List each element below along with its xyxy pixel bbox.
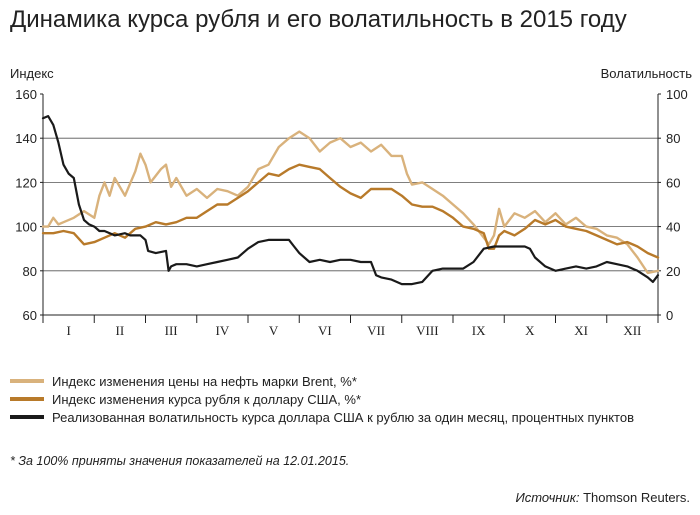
right-tick-label: 0 (666, 308, 673, 323)
left-axis-label: Индекс (10, 66, 54, 81)
legend-swatch-brent (10, 379, 44, 383)
legend-label-brent: Индекс изменения цены на нефть марки Bre… (52, 373, 357, 389)
footnote: * За 100% приняты значения показателей н… (10, 454, 350, 468)
month-label: I (66, 323, 70, 338)
right-axis-ticks: 0 20 40 60 80 100 (666, 87, 688, 323)
right-axis-label: Волатильность (600, 66, 692, 81)
chart-title: Динамика курса рубля и его волатильность… (10, 6, 627, 33)
right-tick-label: 100 (666, 87, 688, 102)
right-tick-label: 80 (666, 131, 680, 146)
month-label: V (269, 323, 279, 338)
series-line-2 (41, 115, 660, 286)
legend-item-rub-usd: Индекс изменения курса рубля к доллару С… (10, 390, 634, 408)
month-label: X (525, 323, 535, 338)
legend-swatch-rub-usd (10, 397, 44, 401)
right-tick-label: 20 (666, 264, 680, 279)
month-label: XII (623, 323, 641, 338)
grid-lines (43, 137, 658, 272)
left-tick-label: 160 (15, 87, 37, 102)
month-label: IV (216, 323, 230, 338)
month-label: III (165, 323, 178, 338)
month-label: IX (472, 323, 486, 338)
month-axis-ticks: I II III IV V VI VII VIII IX X XI XII (42, 315, 659, 338)
left-tick-label: 140 (15, 131, 37, 146)
series-lines (41, 115, 660, 286)
left-axis-ticks: 60 80 100 120 140 160 (15, 87, 37, 323)
left-tick-label: 100 (15, 220, 37, 235)
month-label: VIII (416, 323, 438, 338)
left-tick-label: 120 (15, 175, 37, 190)
plot-frame (40, 93, 661, 316)
left-tick-label: 60 (23, 308, 37, 323)
legend-label-rub-usd: Индекс изменения курса рубля к доллару С… (52, 391, 362, 407)
legend: Индекс изменения цены на нефть марки Bre… (10, 372, 634, 426)
legend-swatch-volatility (10, 415, 44, 419)
month-label: XI (574, 323, 588, 338)
right-tick-label: 40 (666, 220, 680, 235)
series-line-1 (41, 163, 660, 259)
legend-item-brent: Индекс изменения цены на нефть марки Bre… (10, 372, 634, 390)
month-label: II (116, 323, 125, 338)
legend-item-volatility: Реализованная волатильность курса доллар… (10, 408, 634, 426)
right-tick-label: 60 (666, 175, 680, 190)
left-tick-label: 80 (23, 264, 37, 279)
series-line-0 (41, 130, 660, 275)
source-note: Источник: Thomson Reuters. (515, 490, 690, 505)
source-label: Источник: (515, 490, 580, 505)
legend-label-volatility: Реализованная волатильность курса доллар… (52, 409, 634, 425)
month-label: VI (318, 323, 332, 338)
source-text: Thomson Reuters. (579, 490, 690, 505)
month-label: VII (367, 323, 385, 338)
